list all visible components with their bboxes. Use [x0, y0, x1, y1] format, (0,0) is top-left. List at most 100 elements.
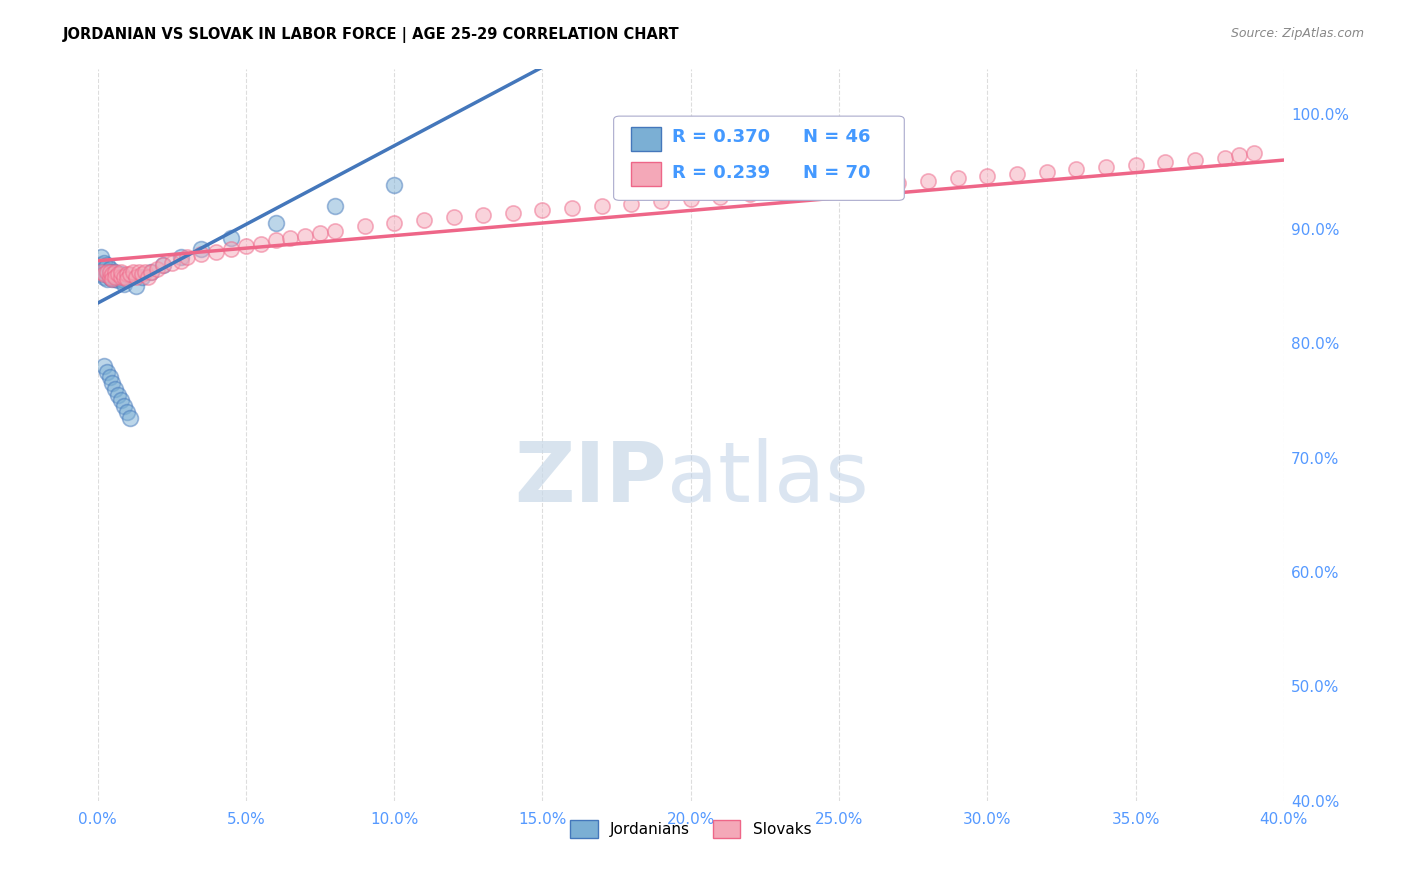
- Point: [219, 243, 242, 257]
- Point: [112, 399, 135, 413]
- Point: [110, 268, 132, 282]
- Point: [136, 269, 159, 284]
- Point: [131, 268, 153, 282]
- Bar: [631, 127, 661, 151]
- Point: [93, 268, 115, 282]
- Point: [128, 265, 150, 279]
- Point: [1184, 153, 1206, 167]
- Point: [117, 405, 139, 419]
- Point: [591, 199, 613, 213]
- Point: [160, 256, 183, 270]
- Point: [146, 261, 169, 276]
- Point: [1035, 164, 1057, 178]
- Point: [650, 194, 672, 209]
- Point: [1229, 148, 1251, 162]
- Point: [139, 265, 162, 279]
- Point: [101, 272, 124, 286]
- Point: [309, 227, 332, 241]
- Point: [96, 268, 118, 282]
- FancyBboxPatch shape: [613, 116, 904, 201]
- Point: [104, 269, 127, 284]
- Point: [98, 370, 121, 384]
- Point: [110, 272, 132, 286]
- Point: [112, 269, 135, 284]
- Point: [110, 393, 132, 408]
- Point: [1213, 151, 1236, 165]
- Point: [679, 192, 702, 206]
- Point: [170, 253, 193, 268]
- Point: [443, 211, 465, 225]
- Point: [858, 178, 880, 193]
- Text: R = 0.239: R = 0.239: [672, 163, 770, 181]
- Text: JORDANIAN VS SLOVAK IN LABOR FORCE | AGE 25-29 CORRELATION CHART: JORDANIAN VS SLOVAK IN LABOR FORCE | AGE…: [63, 27, 681, 43]
- Point: [976, 169, 998, 183]
- Point: [104, 272, 127, 286]
- Point: [96, 265, 118, 279]
- Point: [1005, 167, 1028, 181]
- Point: [412, 212, 434, 227]
- Point: [101, 376, 124, 391]
- Point: [98, 265, 121, 279]
- Point: [93, 261, 115, 276]
- Point: [104, 382, 127, 396]
- Legend: Jordanians, Slovaks: Jordanians, Slovaks: [564, 814, 817, 845]
- Point: [799, 183, 821, 197]
- Point: [93, 256, 115, 270]
- Point: [323, 199, 346, 213]
- Point: [98, 261, 121, 276]
- Point: [1064, 162, 1087, 177]
- Point: [769, 185, 792, 199]
- Point: [107, 273, 129, 287]
- Bar: [631, 162, 661, 186]
- Point: [125, 269, 148, 284]
- Point: [104, 269, 127, 284]
- Point: [1243, 146, 1265, 161]
- Point: [104, 265, 127, 279]
- Point: [946, 171, 969, 186]
- Point: [190, 247, 212, 261]
- Point: [249, 236, 271, 251]
- Point: [264, 233, 287, 247]
- Point: [176, 250, 198, 264]
- Text: ZIP: ZIP: [515, 438, 666, 519]
- Point: [107, 268, 129, 282]
- Point: [90, 258, 112, 272]
- Point: [112, 269, 135, 284]
- Point: [125, 279, 148, 293]
- Point: [502, 205, 524, 219]
- Point: [90, 268, 112, 282]
- Point: [120, 410, 142, 425]
- Text: N = 70: N = 70: [803, 163, 870, 181]
- Point: [190, 243, 212, 257]
- Point: [117, 272, 139, 286]
- Point: [219, 231, 242, 245]
- Text: atlas: atlas: [666, 438, 869, 519]
- Point: [90, 250, 112, 264]
- Point: [887, 176, 910, 190]
- Point: [382, 178, 405, 193]
- Point: [709, 189, 731, 203]
- Point: [472, 208, 495, 222]
- Point: [531, 203, 554, 218]
- Point: [235, 239, 257, 253]
- Point: [93, 269, 115, 284]
- Point: [96, 272, 118, 286]
- Point: [120, 268, 142, 282]
- Point: [152, 258, 174, 272]
- Point: [264, 216, 287, 230]
- Point: [104, 265, 127, 279]
- Point: [90, 265, 112, 279]
- Point: [93, 265, 115, 279]
- Point: [1154, 155, 1177, 169]
- Point: [110, 269, 132, 284]
- Point: [738, 187, 761, 202]
- Point: [96, 365, 118, 379]
- Point: [101, 265, 124, 279]
- Point: [96, 265, 118, 279]
- Point: [110, 265, 132, 279]
- Point: [280, 231, 302, 245]
- Point: [112, 277, 135, 291]
- Point: [134, 265, 156, 279]
- Text: N = 46: N = 46: [803, 128, 870, 146]
- Point: [205, 244, 228, 259]
